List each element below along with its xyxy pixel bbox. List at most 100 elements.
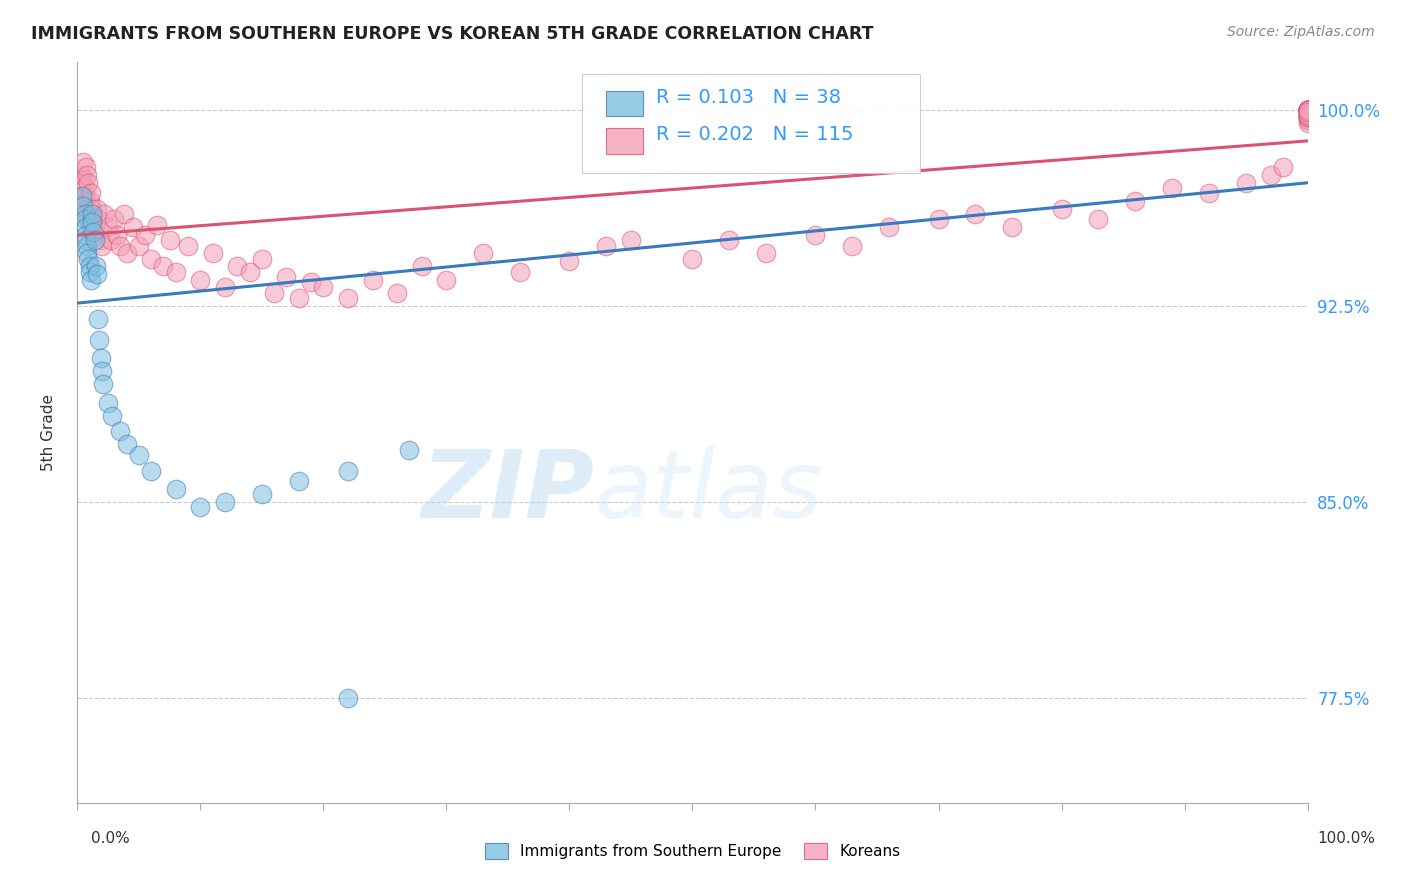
Point [1296, 108, 1319, 122]
Point [75, 220, 97, 235]
Point [1087, 212, 1109, 227]
Point [1198, 186, 1220, 201]
Text: R = 0.103   N = 38: R = 0.103 N = 38 [655, 87, 841, 107]
Point [337, 464, 360, 478]
Point [82, 207, 104, 221]
Point [141, 464, 163, 478]
Point [1296, 105, 1319, 120]
Point [1296, 105, 1319, 120]
Point [214, 280, 236, 294]
Point [188, 272, 212, 286]
Point [1050, 202, 1073, 216]
Point [1296, 103, 1319, 117]
Point [87, 212, 110, 227]
Point [1296, 103, 1319, 117]
Point [75, 160, 97, 174]
Point [928, 212, 950, 227]
Point [146, 218, 169, 232]
Point [70, 176, 93, 190]
Point [75, 194, 97, 208]
Bar [606, 128, 644, 153]
Point [97, 395, 120, 409]
Point [755, 246, 778, 260]
FancyBboxPatch shape [582, 73, 920, 173]
Point [1296, 103, 1319, 117]
Point [1296, 111, 1319, 125]
Point [110, 238, 132, 252]
Point [288, 291, 311, 305]
Point [1296, 103, 1319, 117]
Point [1296, 103, 1319, 117]
Point [288, 474, 311, 488]
Point [361, 272, 384, 286]
Point [411, 260, 433, 274]
Point [73, 181, 96, 195]
Point [76, 246, 98, 260]
Point [1296, 111, 1319, 125]
Point [103, 212, 125, 227]
Point [76, 168, 98, 182]
Point [84, 228, 107, 243]
Point [100, 233, 122, 247]
Point [72, 199, 94, 213]
Point [558, 254, 581, 268]
Point [1234, 176, 1257, 190]
Point [86, 202, 108, 216]
Point [1296, 115, 1319, 129]
Point [77, 212, 100, 227]
Text: 0.0%: 0.0% [91, 831, 131, 847]
Point [1296, 103, 1319, 117]
Point [718, 233, 741, 247]
Legend: Immigrants from Southern Europe, Koreans: Immigrants from Southern Europe, Koreans [478, 838, 907, 865]
Point [1296, 103, 1319, 117]
Text: atlas: atlas [595, 446, 823, 537]
Point [134, 228, 156, 243]
Point [82, 212, 104, 227]
Point [93, 207, 115, 221]
Point [226, 260, 249, 274]
Point [83, 233, 105, 247]
Point [1296, 103, 1319, 117]
Point [385, 285, 409, 300]
Bar [606, 91, 644, 117]
Point [1296, 103, 1319, 117]
Point [73, 207, 96, 221]
Point [1296, 108, 1319, 122]
Point [75, 228, 97, 243]
Point [879, 220, 901, 235]
Point [84, 260, 107, 274]
Point [201, 246, 224, 260]
Point [141, 252, 163, 266]
Y-axis label: 5th Grade: 5th Grade [42, 394, 56, 471]
Point [250, 252, 273, 266]
Point [101, 409, 124, 423]
Point [595, 238, 617, 252]
Point [152, 260, 174, 274]
Point [1296, 111, 1319, 125]
Point [1001, 220, 1024, 235]
Point [90, 364, 114, 378]
Point [112, 207, 135, 221]
Point [1260, 168, 1282, 182]
Point [79, 265, 101, 279]
Point [91, 377, 114, 392]
Point [80, 186, 103, 201]
Point [620, 233, 643, 247]
Point [86, 268, 108, 282]
Point [80, 272, 103, 286]
Point [1296, 103, 1319, 117]
Point [73, 212, 96, 227]
Point [79, 260, 101, 274]
Point [263, 285, 285, 300]
Point [79, 220, 101, 235]
Point [337, 291, 360, 305]
Point [77, 176, 100, 190]
Point [97, 220, 120, 235]
Point [965, 207, 987, 221]
Point [177, 238, 200, 252]
Point [804, 228, 827, 243]
Point [115, 246, 138, 260]
Text: IMMIGRANTS FROM SOUTHERN EUROPE VS KOREAN 5TH GRADE CORRELATION CHART: IMMIGRANTS FROM SOUTHERN EUROPE VS KOREA… [31, 25, 873, 43]
Point [73, 189, 96, 203]
Point [682, 252, 704, 266]
